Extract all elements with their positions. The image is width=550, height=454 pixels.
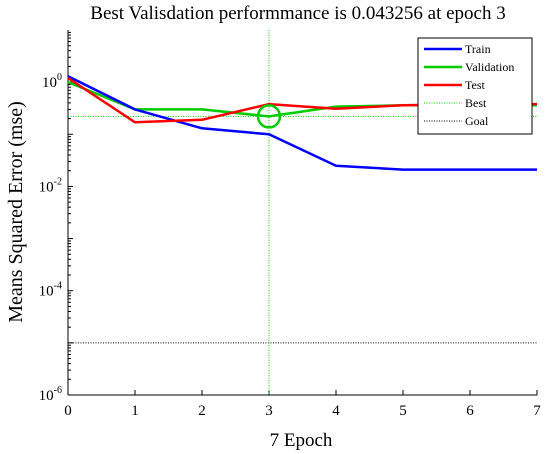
x-tick-label-1: 1 [131, 403, 139, 419]
x-axis-label: 7 Epoch [270, 430, 333, 451]
legend-label-goal: Goal [465, 114, 489, 128]
y-tick-label--6: 10-6 [39, 385, 62, 404]
x-tick-label-0: 0 [64, 403, 72, 419]
y-axis-label: Means Squared Error (mse) [5, 101, 27, 323]
legend-label-test: Test [465, 78, 485, 92]
best-marker [256, 104, 282, 129]
legend-label-train: Train [465, 42, 491, 56]
plot-area: 0 1 2 3 4 5 6 7 10-6 10-4 10-2 100 [39, 30, 541, 419]
x-tick-label-7: 7 [533, 403, 541, 419]
chart-title: Best Valisdation performmance is 0.04325… [90, 3, 505, 24]
legend-label-validation: Validation [465, 60, 514, 74]
x-tick-label-2: 2 [198, 403, 206, 419]
x-tick-label-5: 5 [399, 403, 407, 419]
x-tick-label-3: 3 [265, 403, 273, 419]
y-tick-label--4: 10-4 [39, 281, 62, 300]
legend-label-best: Best [465, 96, 487, 110]
legend: Train Validation Test Best Goal [417, 37, 533, 135]
y-tick-label-0: 100 [42, 72, 62, 91]
x-tick-label-6: 6 [466, 403, 474, 419]
y-tick-label--2: 10-2 [39, 176, 62, 195]
x-tick-label-4: 4 [332, 403, 340, 419]
series-line-train [67, 75, 537, 171]
